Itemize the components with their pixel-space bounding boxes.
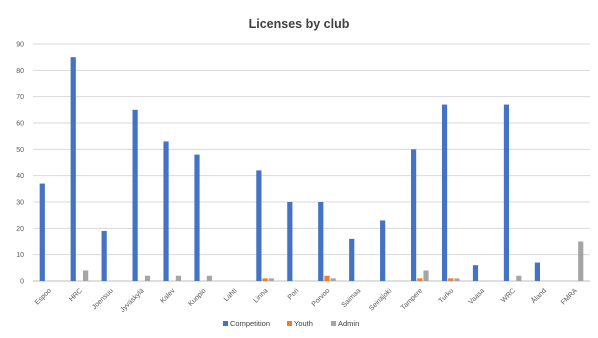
- bar-competition: [132, 109, 138, 281]
- y-tick-label: 80: [16, 68, 24, 75]
- bar-competition: [39, 183, 45, 281]
- bar-competition: [534, 262, 540, 281]
- bar-youth: [262, 278, 268, 281]
- x-tick-label: Linna: [252, 287, 269, 304]
- bar-competition: [163, 141, 169, 281]
- y-tick-label: 50: [16, 147, 24, 154]
- x-tick-label: Tampere: [400, 287, 424, 311]
- x-tick-label: Espoo: [34, 287, 53, 306]
- bar-admin: [268, 278, 274, 281]
- legend-label-admin: Admin: [338, 319, 359, 328]
- x-tick-label: WRC: [500, 287, 517, 304]
- bar-competition: [318, 202, 324, 281]
- x-tick-label: Kuopio: [187, 287, 207, 307]
- chart-title: Licenses by club: [249, 17, 350, 31]
- bar-competition: [411, 149, 417, 281]
- legend-swatch-youth: [287, 321, 292, 326]
- y-tick-label: 10: [16, 252, 24, 259]
- x-tick-label: Pori: [287, 287, 301, 301]
- y-tick-label: 0: [20, 279, 24, 286]
- bar-competition: [441, 104, 448, 281]
- x-tick-label: Saimaa: [341, 287, 363, 309]
- y-tick-label: 90: [16, 42, 24, 49]
- legend-label-competition: Competition: [230, 319, 270, 328]
- bar-admin: [83, 270, 89, 281]
- x-tick-label: HRC: [68, 287, 84, 303]
- y-tick-label: 60: [16, 121, 24, 128]
- bar-admin: [516, 275, 522, 281]
- bar-competition: [287, 202, 293, 281]
- x-tick-label: Lahti: [223, 287, 239, 303]
- legend-swatch-admin: [331, 321, 336, 326]
- x-tick-label: FMRA: [560, 287, 579, 306]
- gridlines: [33, 43, 590, 282]
- y-tick-label: 40: [16, 173, 24, 180]
- legend-swatch-competition: [223, 321, 228, 326]
- bar-competition: [349, 238, 355, 281]
- bar-competition: [256, 170, 262, 281]
- y-tick-label: 20: [16, 226, 24, 233]
- x-tick-label: Kalev: [159, 287, 177, 305]
- x-tick-label: Vaasa: [467, 287, 486, 306]
- y-tick-label: 70: [16, 94, 24, 101]
- bars: [39, 57, 584, 281]
- bar-youth: [448, 278, 454, 281]
- bar-admin: [578, 241, 584, 281]
- bar-competition: [70, 57, 76, 281]
- x-tick-label: Joensuu: [91, 287, 115, 311]
- x-tick-label: Turku: [438, 287, 455, 304]
- bar-admin: [454, 278, 460, 281]
- x-axis-labels: Espoo HRC Joensuu Jyväskylä Kalev Kuopio Lahti…: [34, 286, 579, 314]
- legend: Competition Youth Admin: [223, 319, 359, 328]
- legend-label-youth: Youth: [294, 319, 313, 328]
- y-tick-label: 30: [16, 200, 24, 207]
- bar-admin: [330, 278, 336, 281]
- bar-competition: [380, 220, 386, 281]
- y-axis-ticks: 0 10 20 30 40 50 60 70 80 90: [16, 42, 24, 286]
- bar-competition: [472, 265, 479, 281]
- bar-competition: [194, 154, 200, 281]
- x-tick-label: Porvoo: [311, 287, 332, 308]
- bar-youth: [324, 275, 330, 281]
- bar-admin: [175, 275, 182, 281]
- bar-admin: [423, 270, 429, 281]
- bar-admin: [144, 275, 151, 281]
- bar-youth: [417, 278, 423, 281]
- x-tick-label: Åland: [529, 286, 548, 305]
- bar-competition: [503, 104, 510, 281]
- x-tick-label: Jyväskylä: [119, 287, 145, 313]
- bar-admin: [206, 275, 212, 281]
- bar-competition: [101, 230, 107, 281]
- x-tick-label: Seinäjoki: [368, 287, 393, 312]
